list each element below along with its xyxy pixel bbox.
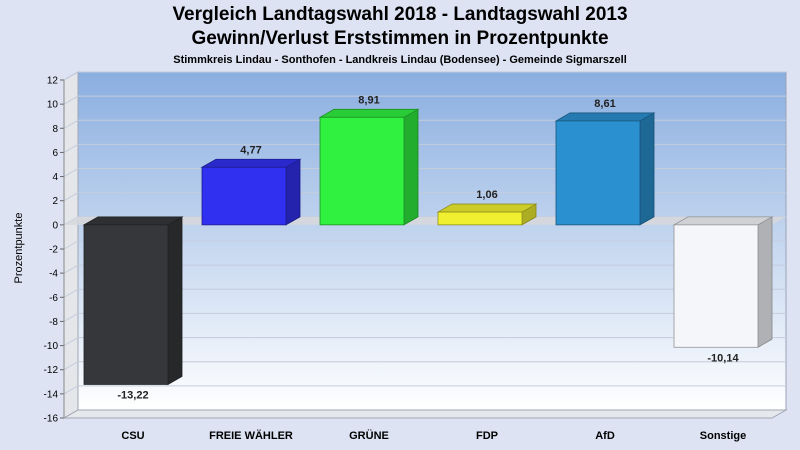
y-tick-label: -16	[44, 414, 59, 425]
bar-front	[83, 224, 169, 385]
x-tick-label: FREIE WÄHLER	[209, 429, 293, 442]
y-tick-label: 8	[52, 124, 58, 135]
bar	[672, 216, 774, 348]
x-tick-label: CSU	[121, 430, 144, 442]
y-tick-label: -6	[49, 293, 58, 304]
bar	[318, 108, 420, 226]
bar	[436, 203, 538, 226]
gridline-side	[63, 312, 79, 322]
bar	[82, 216, 184, 386]
gridline-side	[63, 240, 79, 250]
y-tick-label: 6	[52, 148, 58, 159]
chart-title: Vergleich Landtagswahl 2018 - Landtagswa…	[172, 4, 628, 25]
gridline-side	[63, 361, 79, 371]
data-label: 8,61	[594, 98, 615, 110]
bar-top	[554, 112, 656, 122]
data-label: 4,77	[240, 144, 261, 156]
bar-side	[757, 216, 773, 348]
bar-front	[673, 224, 759, 348]
bar-side	[285, 158, 301, 226]
y-tick-label: 12	[47, 76, 59, 87]
gridline-side	[63, 288, 79, 298]
bar-top	[436, 203, 538, 213]
y-tick-label: -8	[49, 317, 58, 328]
y-tick-label: 0	[52, 220, 58, 231]
y-tick-label: 4	[52, 172, 58, 183]
gridline-side	[63, 192, 79, 202]
gridline-side	[63, 119, 79, 129]
y-tick-label: -14	[44, 389, 59, 400]
bar-side	[167, 216, 183, 386]
bar	[200, 158, 302, 226]
x-tick-label: Sonstige	[700, 430, 746, 442]
bar-top	[200, 158, 302, 168]
y-axis-title: Prozentpunkte	[13, 213, 25, 284]
x-tick-label: FDP	[476, 430, 498, 442]
gridline-side	[63, 95, 79, 105]
y-tick-label: -12	[44, 365, 59, 376]
bar-top	[82, 216, 184, 226]
y-tick-label: 2	[52, 196, 58, 207]
data-label: -13,22	[117, 389, 148, 401]
data-label: 1,06	[476, 189, 497, 201]
y-tick-label: -2	[49, 245, 58, 256]
gridline-side	[63, 168, 79, 178]
bar-side	[403, 108, 419, 226]
gridline-side	[63, 143, 79, 153]
bar-top	[672, 216, 774, 226]
x-tick-label: AfD	[595, 430, 615, 442]
bar-front	[437, 211, 523, 226]
bar-side	[639, 112, 655, 226]
gridline-side	[63, 337, 79, 347]
x-tick-label: GRÜNE	[349, 429, 389, 442]
bar-front	[555, 120, 641, 226]
chart-title-line2: Gewinn/Verlust Erststimmen in Prozentpun…	[191, 28, 609, 49]
data-label: 8,91	[358, 94, 379, 106]
bar-front	[319, 116, 405, 226]
bar	[554, 112, 656, 226]
data-label: -10,14	[707, 352, 739, 364]
y-tick-label: -10	[44, 341, 59, 352]
gridline-side	[63, 71, 79, 81]
y-tick-label: -4	[49, 269, 58, 280]
gridline-side	[63, 264, 79, 274]
chart-subtitle: Stimmkreis Lindau - Sonthofen - Landkrei…	[173, 54, 627, 66]
y-tick-label: 10	[47, 100, 59, 111]
bar-front	[201, 166, 287, 226]
floor	[62, 409, 788, 419]
bar-top	[318, 108, 420, 118]
gridline-side	[63, 385, 79, 395]
